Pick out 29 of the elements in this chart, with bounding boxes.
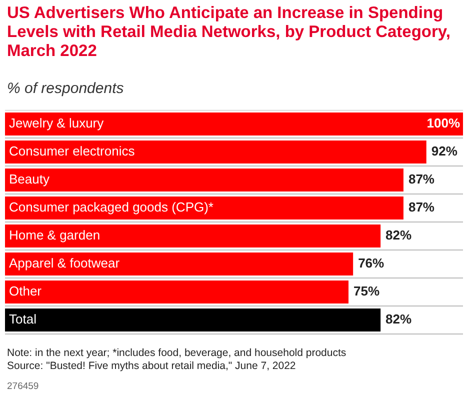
y-tick-label: Consumer electronics: [9, 144, 136, 159]
data-label: 87%: [408, 172, 435, 187]
bar: [5, 196, 404, 220]
bar: [5, 140, 426, 164]
y-tick-label: Jewelry & luxury: [9, 116, 104, 131]
source-note: Source: "Busted! Five myths about retail media," June 7, 2022: [7, 360, 297, 372]
y-tick-label: Home & garden: [9, 228, 100, 243]
data-label: 75%: [354, 284, 380, 299]
data-label: 92%: [431, 144, 458, 159]
y-tick-label: Beauty: [9, 172, 50, 187]
data-label: 82%: [386, 312, 412, 327]
bar: [5, 280, 348, 304]
y-tick-label: Apparel & footwear: [9, 256, 120, 271]
bar: [5, 168, 404, 192]
text: Note: in the next year; *includes food, beverage, and household products: [7, 347, 346, 360]
y-tick-label: Other: [9, 284, 42, 299]
text: 276459: [7, 381, 39, 392]
bar: [5, 252, 354, 276]
y-tick-label: Consumer packaged goods (CPG)*: [9, 200, 214, 215]
data-label: 87%: [408, 200, 435, 215]
bar: [5, 308, 381, 332]
chart-title: US Advertisers Who Anticipate an Increase in Spending Levels with Retail Media Networks, by Product Category, March 2022: [7, 4, 452, 61]
bar: [5, 224, 381, 248]
data-label: 76%: [358, 256, 385, 271]
data-label: 100%: [426, 116, 460, 131]
chart-subtitle: % of respondents: [7, 80, 124, 97]
y-tick-label: Total: [9, 312, 37, 327]
bar: [5, 112, 463, 136]
data-label: 82%: [386, 228, 412, 243]
